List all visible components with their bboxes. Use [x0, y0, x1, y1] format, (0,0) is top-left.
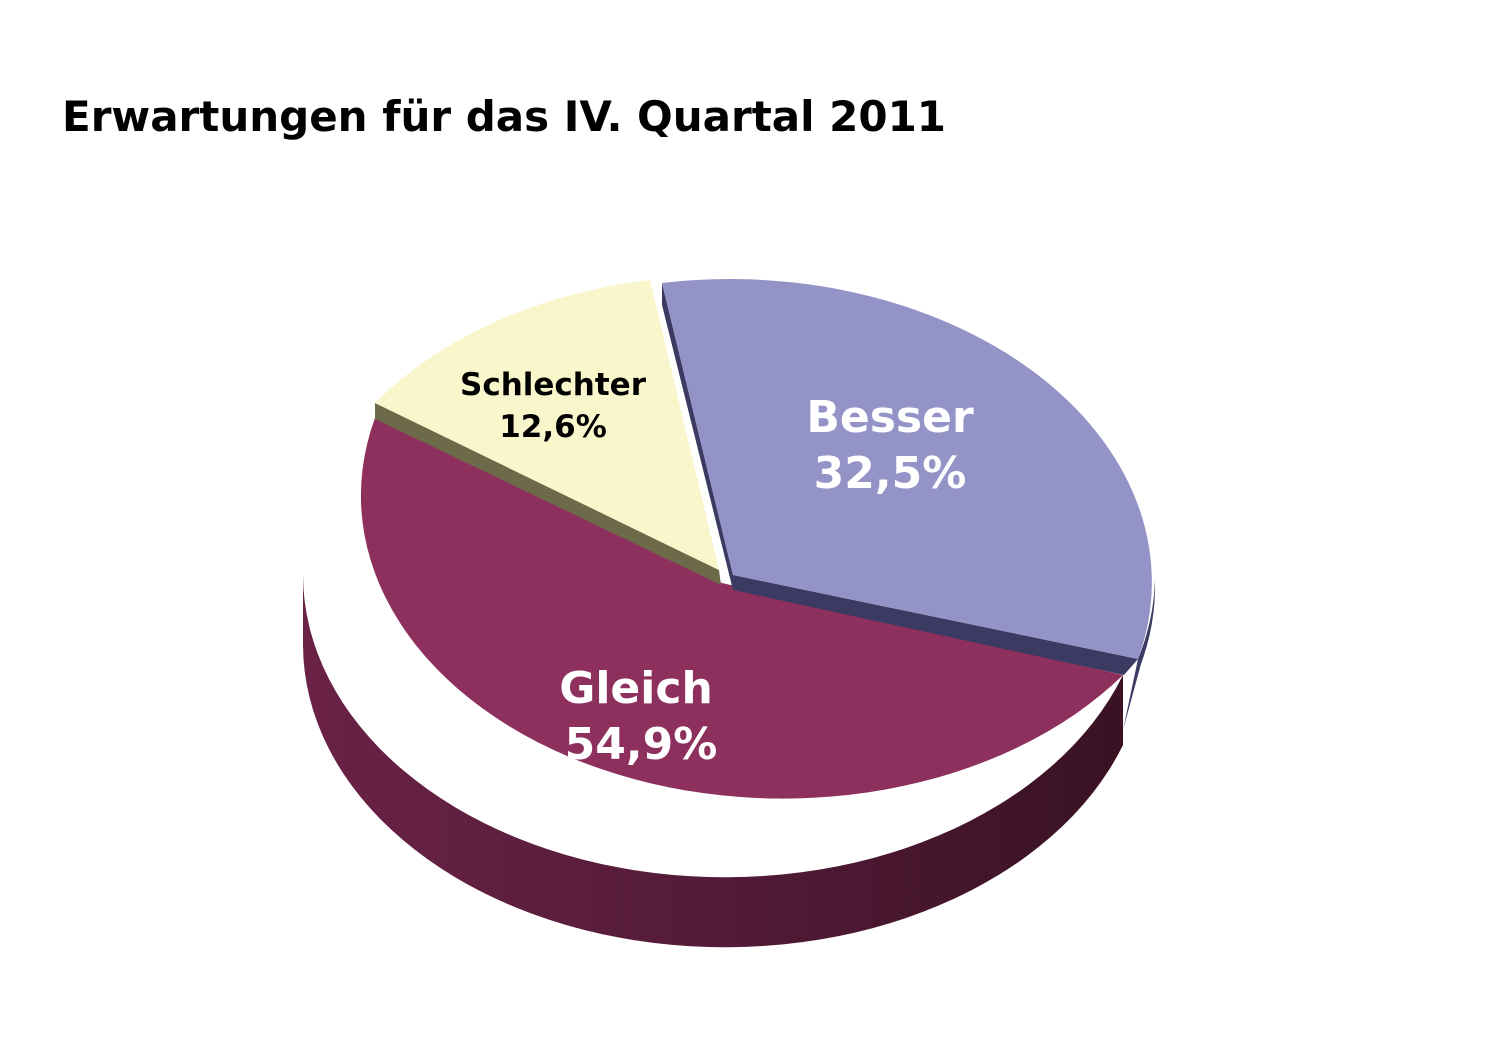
label-gleich-name: Gleich — [559, 663, 713, 714]
slice-gleich-side — [303, 575, 1123, 948]
label-schlechter-name: Schlechter — [460, 367, 647, 403]
slice-besser — [662, 279, 1152, 659]
slice-besser-outer-side — [1123, 580, 1155, 730]
label-schlechter-value: 12,6% — [499, 409, 607, 445]
slice-gleich — [360, 418, 1124, 799]
slice-schlechter-side — [375, 403, 721, 585]
chart-title: Erwartungen für das IV. Quartal 2011 — [62, 92, 947, 141]
slice-schlechter — [375, 280, 719, 570]
label-besser-value: 32,5% — [814, 448, 967, 499]
label-besser-name: Besser — [806, 392, 974, 443]
label-gleich-value: 54,9% — [565, 719, 718, 770]
